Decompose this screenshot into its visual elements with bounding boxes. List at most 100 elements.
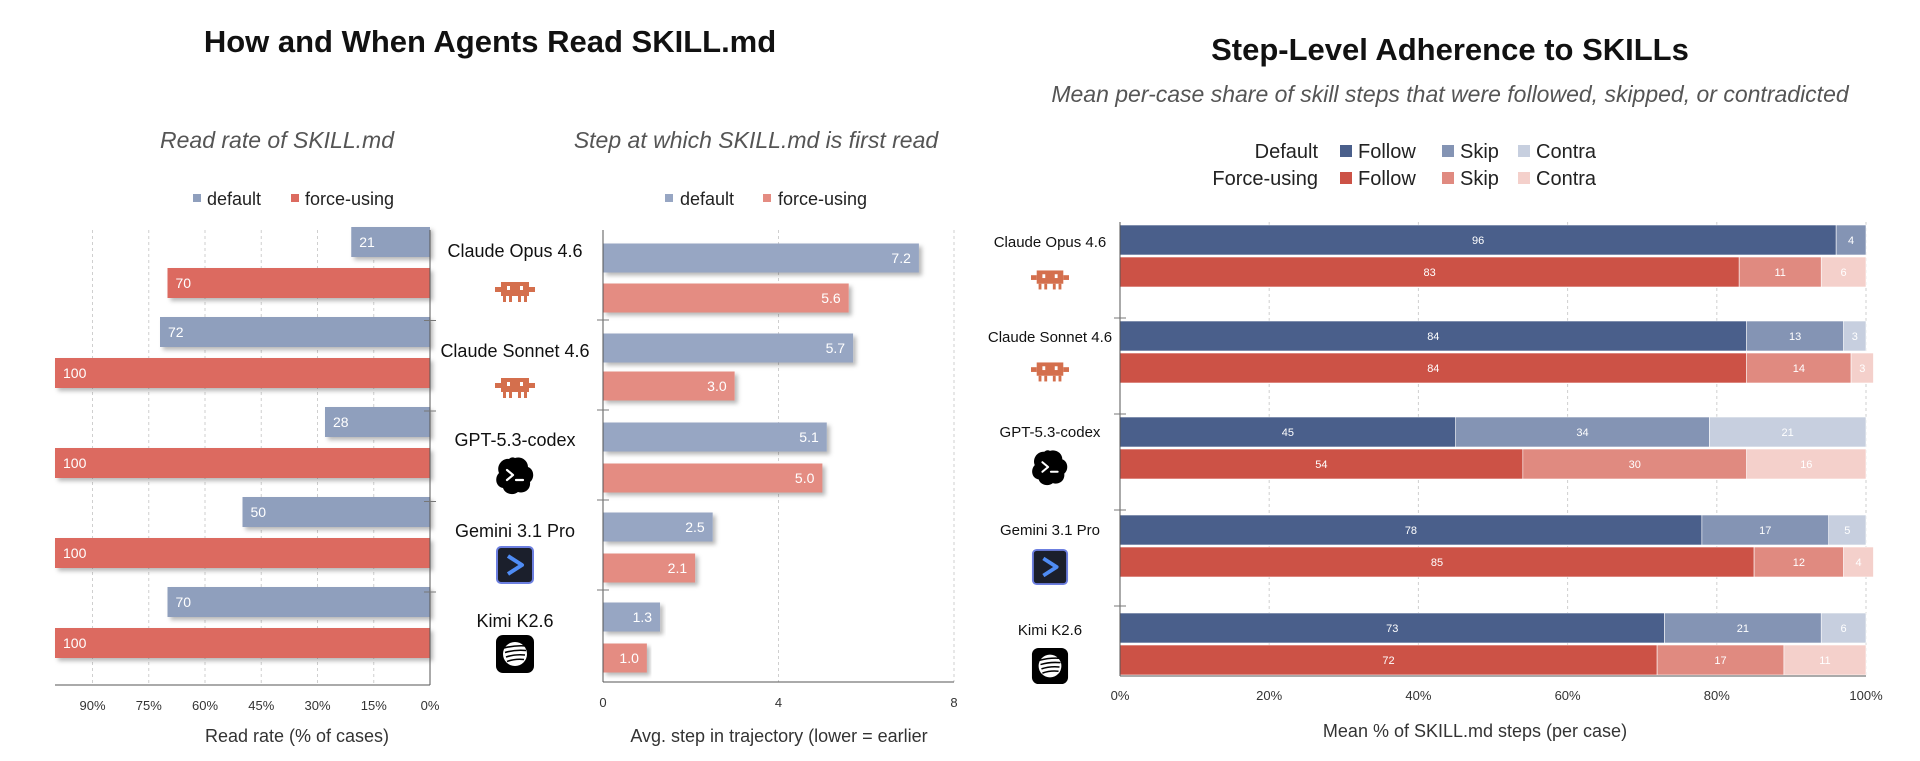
bar-value-label: 5.6 [821,290,841,306]
gemini-cli-icon [496,546,534,584]
model-labels: Claude Opus 4.6 Claude Sonnet 4.6 GPT-5.3-… [440,241,590,673]
x-tick-label: 0% [421,698,440,713]
x-tick-label: 0 [599,695,606,710]
read-rate-axis: 90% 75% 60% 45% 30% 15% 0% [55,230,440,713]
bar-force-using [55,628,430,658]
first-read-step-title: Step at which SKILL.md is first read [574,127,940,153]
segment-value-label: 17 [1714,655,1726,667]
segment-value-label: 4 [1855,557,1861,569]
adherence-gridlines [1268,222,1867,676]
bar-default [603,243,919,273]
segment-value-label: 84 [1427,331,1439,343]
model-label: GPT-5.3-codex [1000,424,1101,441]
x-tick-label: 45% [248,698,274,713]
right-figure-title: Step-Level Adherence to SKILLs [1211,32,1689,67]
adherence-model-labels: Claude Opus 4.6 Claude Sonnet 4.6 GPT-5.3-… [988,234,1112,685]
left-figure-title: How and When Agents Read SKILL.md [204,24,776,59]
x-tick-label: 4 [775,695,782,710]
legend-label: Contra [1536,141,1597,163]
segment-value-label: 21 [1737,623,1749,635]
bar-force-using [167,268,430,298]
legend-swatch-default [193,194,201,202]
legend-label: Follow [1358,168,1416,190]
segment-value-label: 21 [1782,427,1794,439]
bar-segment-force-using-follow [1119,546,1755,578]
read-rate-x-axis-title: Read rate (% of cases) [205,726,389,746]
bar-force-using [603,643,647,673]
bar-value-label: 21 [359,234,375,250]
model-label: Claude Sonnet 4.6 [988,329,1112,346]
segment-value-label: 45 [1282,427,1294,439]
model-label: Kimi K2.6 [476,611,553,631]
x-tick-label: 15% [361,698,387,713]
bar-value-label: 100 [63,545,87,561]
adherence-legend: Default Follow Skip Contra Force-using Follow… [1212,141,1597,190]
bar-value-label: 5.7 [826,340,846,356]
segment-value-label: 30 [1629,459,1641,471]
bar-segment-default-skip [1835,224,1867,256]
x-tick-label: 0% [1111,688,1130,703]
openai-codex-icon [1032,450,1068,486]
bar-default [603,333,854,363]
segment-value-label: 13 [1789,331,1801,343]
bar-force-using [603,553,696,583]
bar-segment-force-using-skip [1738,256,1822,288]
segment-value-label: 6 [1841,623,1847,635]
x-tick-label: 100% [1849,688,1883,703]
bar-force-using [55,448,430,478]
x-tick-label: 60% [1555,688,1581,703]
bar-force-using [55,358,430,388]
model-label: Gemini 3.1 Pro [455,521,575,541]
legend-swatch [1442,145,1454,157]
bar-value-label: 70 [176,275,192,291]
bar-segment-default-follow [1119,514,1703,546]
openai-codex-icon [496,457,534,495]
adherence-bars: 96 4 84 13 3 45 34 21 78 17 5 73 21 6 83 11 6 84 14 3 54 30 16… [1119,224,1874,676]
bar-value-label: 28 [333,414,349,430]
first-read-step-axis: 0 4 8 [597,230,958,710]
segment-value-label: 54 [1315,459,1327,471]
x-tick-label: 30% [304,698,330,713]
segment-value-label: 3 [1852,331,1858,343]
bar-value-label: 72 [168,324,184,340]
legend-swatch [1442,172,1454,184]
bar-segment-default-skip [1746,320,1844,352]
bar-value-label: 5.0 [795,470,815,486]
x-tick-label: 8 [950,695,957,710]
bar-default [351,227,430,257]
claude-mascot-icon [495,282,535,302]
right-figure-subtitle: Mean per-case share of skill steps that … [1051,81,1850,107]
bar-force-using [603,463,823,493]
bar-value-label: 1.3 [633,609,653,625]
bar-value-label: 100 [63,365,87,381]
model-label: Kimi K2.6 [1018,622,1082,639]
segment-value-label: 6 [1841,267,1847,279]
bar-segment-default-contra [1828,514,1867,546]
bar-default [603,422,827,452]
bar-value-label: 100 [63,455,87,471]
legend-group-label: Force-using [1212,168,1318,190]
segment-value-label: 73 [1386,623,1398,635]
legend-label: Skip [1460,141,1499,163]
model-label: Claude Opus 4.6 [994,234,1107,251]
segment-value-label: 34 [1576,427,1588,439]
bar-segment-default-follow [1119,320,1747,352]
segment-value-label: 4 [1848,235,1854,247]
bar-value-label: 50 [251,504,267,520]
legend-swatch [1518,172,1530,184]
legend-swatch-force-using [291,194,299,202]
bar-segment-force-using-contra [1783,644,1867,676]
gemini-cli-icon [1031,548,1069,586]
bar-value-label: 7.2 [891,250,911,266]
legend-swatch-force-using [763,194,771,202]
legend-label-force-using: force-using [778,189,867,209]
read-rate-chart: Read rate of SKILL.md default force-usin… [55,127,440,746]
segment-value-label: 17 [1759,525,1771,537]
bar-segment-default-follow [1119,224,1837,256]
bar-segment-force-using-contra [1843,546,1874,578]
bar-segment-default-follow [1119,416,1457,448]
bar-default [603,512,713,542]
legend-swatch [1518,145,1530,157]
legend-label-default: default [207,189,261,209]
